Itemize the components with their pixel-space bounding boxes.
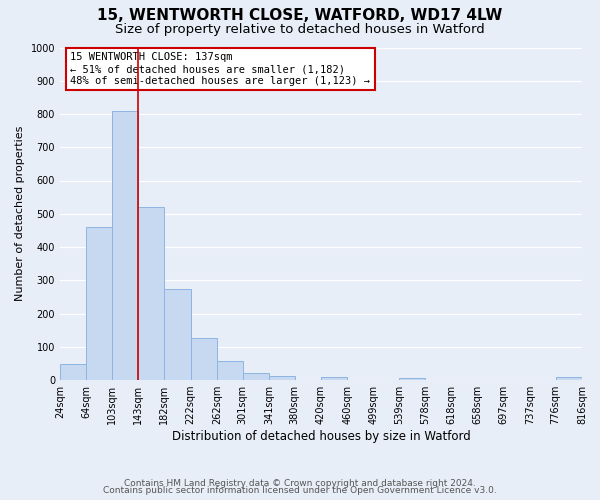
X-axis label: Distribution of detached houses by size in Watford: Distribution of detached houses by size … [172, 430, 470, 443]
Bar [60, 364, 86, 380]
Text: Contains HM Land Registry data © Crown copyright and database right 2024.: Contains HM Land Registry data © Crown c… [124, 478, 476, 488]
Bar [217, 361, 242, 380]
Text: 15, WENTWORTH CLOSE, WATFORD, WD17 4LW: 15, WENTWORTH CLOSE, WATFORD, WD17 4LW [97, 8, 503, 22]
Bar [164, 288, 191, 380]
Bar [191, 338, 217, 380]
Bar [400, 378, 425, 380]
Bar [86, 227, 112, 380]
Bar [269, 376, 295, 380]
Text: 15 WENTWORTH CLOSE: 137sqm
← 51% of detached houses are smaller (1,182)
48% of s: 15 WENTWORTH CLOSE: 137sqm ← 51% of deta… [70, 52, 370, 86]
Bar [242, 372, 269, 380]
Bar [112, 110, 139, 380]
Bar [556, 376, 582, 380]
Text: Size of property relative to detached houses in Watford: Size of property relative to detached ho… [115, 22, 485, 36]
Bar [139, 207, 164, 380]
Y-axis label: Number of detached properties: Number of detached properties [15, 126, 25, 302]
Bar [321, 376, 347, 380]
Text: Contains public sector information licensed under the Open Government Licence v3: Contains public sector information licen… [103, 486, 497, 495]
